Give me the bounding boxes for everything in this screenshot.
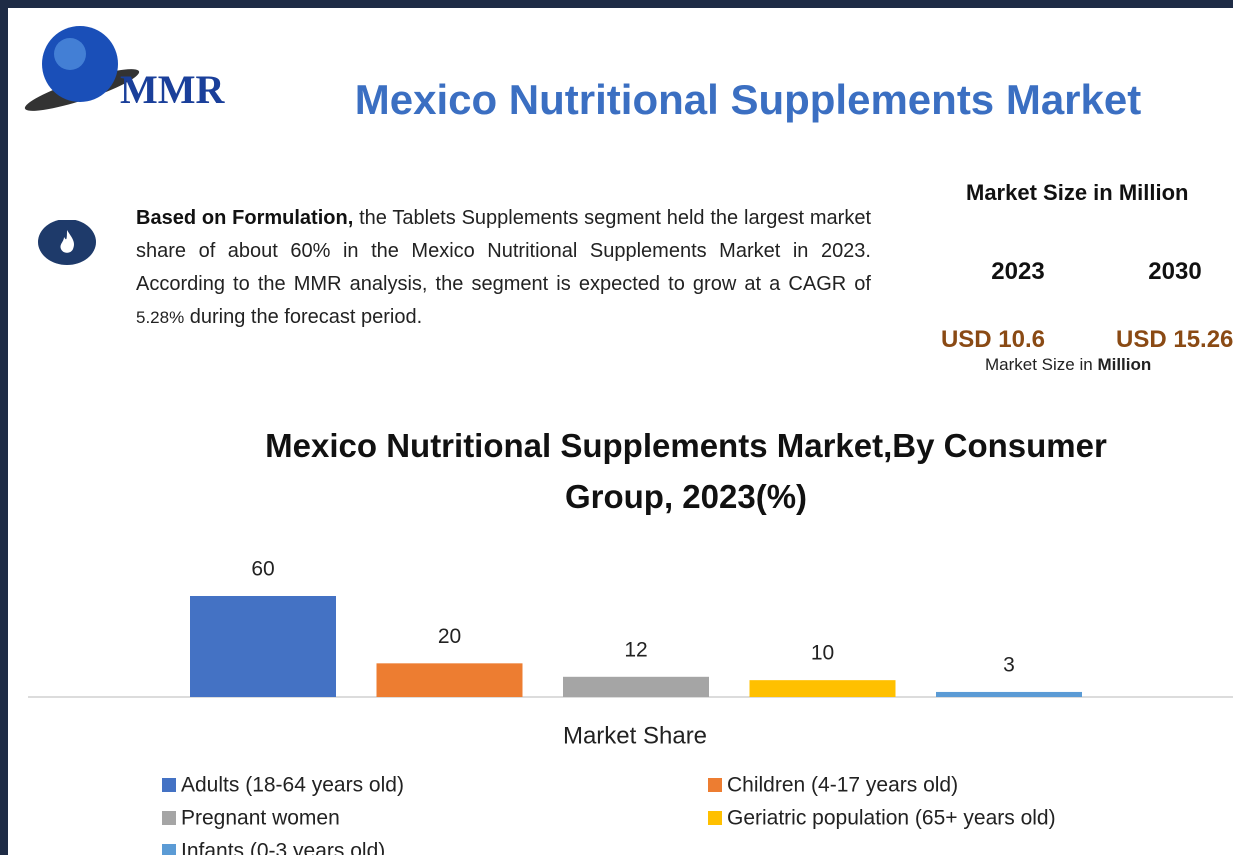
legend-label: Pregnant women xyxy=(181,807,340,830)
bar xyxy=(190,596,336,697)
legend-swatch xyxy=(708,778,722,792)
legend-label: Geriatric population (65+ years old) xyxy=(727,807,1056,830)
page-title: Mexico Nutritional Supplements Market xyxy=(354,76,1142,123)
year: 2023 xyxy=(991,258,1045,285)
value-label: 20 xyxy=(438,625,461,648)
summary-text: during the forecast period. xyxy=(189,306,423,328)
legend-swatch xyxy=(162,844,176,855)
value-label: 3 xyxy=(1003,653,1015,676)
note-text: Market Size in xyxy=(985,355,1093,374)
year: 2030 xyxy=(1148,258,1202,285)
bar xyxy=(936,691,1082,697)
logo-shine xyxy=(54,38,86,70)
cagr: 5.28% xyxy=(136,308,185,327)
legend-swatch xyxy=(162,811,176,825)
logo-text: MMR xyxy=(120,67,226,112)
market-note: Market Size in Million xyxy=(985,355,1151,375)
summary: Based on Formulation, the Tablets Supple… xyxy=(136,202,871,334)
bar xyxy=(749,680,896,697)
chart: 60 20 12 10 3 Market Share Adults (18-64 years… xyxy=(28,558,1233,855)
value-label: 60 xyxy=(251,558,274,581)
market-size-title: Market Size in Million xyxy=(966,180,1189,205)
legend-swatch xyxy=(708,811,722,825)
legend-label: Adults (18-64 years old) xyxy=(181,774,404,797)
legend-label: Children (4-17 years old) xyxy=(727,774,958,797)
legend-swatch xyxy=(162,778,176,792)
value-label: 12 xyxy=(624,638,647,661)
value-label: 10 xyxy=(811,642,834,665)
market-value: USD 10.6 xyxy=(940,326,1046,353)
chart-title: Mexico Nutritional Supplements Market,By… xyxy=(265,427,1107,515)
legend-label: Infants (0-3 years old) xyxy=(181,840,385,855)
bar xyxy=(376,663,523,697)
logo: MMR xyxy=(24,26,226,112)
note-unit: Million xyxy=(1097,355,1152,374)
summary-text: the Tablets Supplements segment held the… xyxy=(136,207,871,295)
bar xyxy=(563,676,709,697)
x-axis-label: Market Share xyxy=(563,722,707,749)
icon xyxy=(38,220,96,265)
summary-lead: Based on Formulation, xyxy=(136,207,354,229)
market-value: USD 15.26 xyxy=(1116,326,1233,353)
